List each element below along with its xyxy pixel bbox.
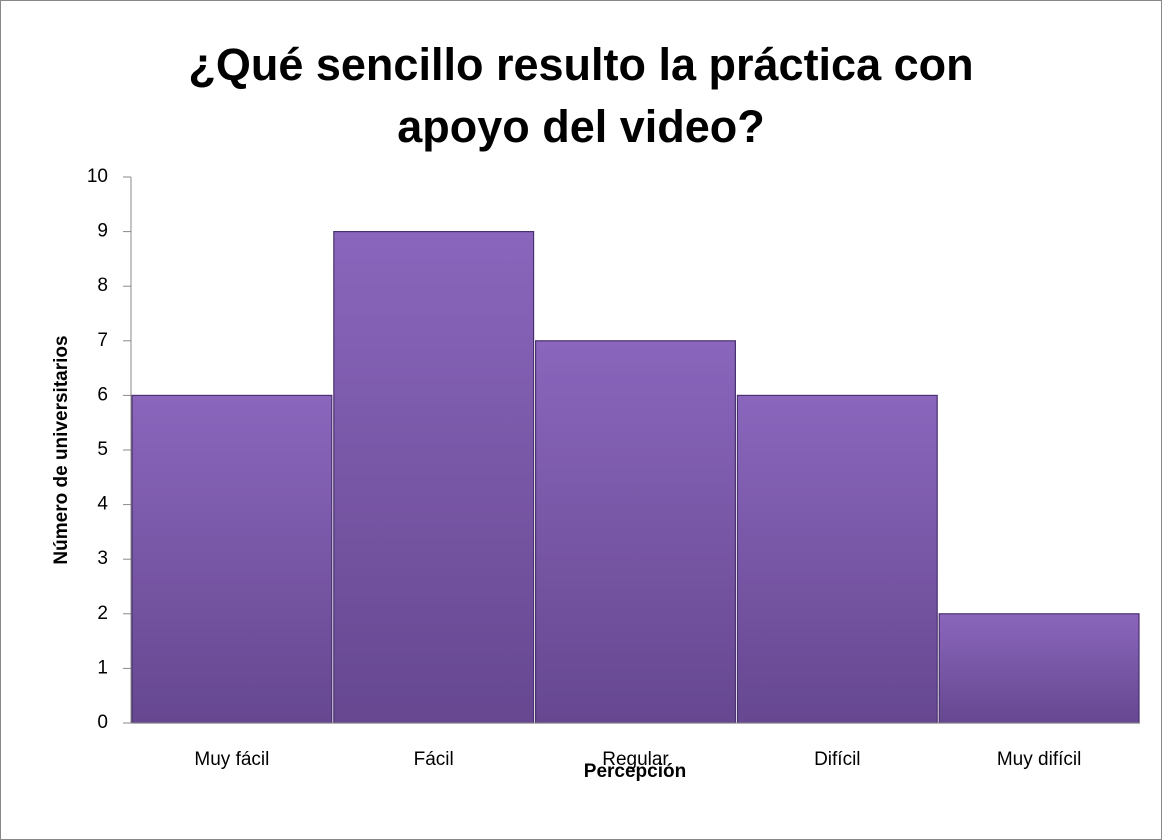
bar [535, 340, 736, 724]
y-tick-label: 9 [97, 221, 108, 242]
x-tick-label: Muy difícil [997, 749, 1081, 770]
y-tick-label: 2 [97, 603, 108, 624]
y-tick-label: 4 [97, 494, 108, 515]
y-tick-label: 0 [97, 712, 108, 733]
x-tick-label: Fácil [414, 749, 454, 770]
y-tick-label: 7 [97, 330, 108, 351]
x-tick-label: Regular [602, 749, 669, 770]
y-tick-label: 10 [87, 166, 108, 187]
y-tick-label: 1 [97, 657, 108, 678]
y-axis-label: Número de universitarios [51, 335, 72, 564]
bar [131, 394, 333, 724]
x-axis-label: Percepción [584, 761, 686, 782]
chart-title: ¿Qué sencillo resulto la práctica con ap… [188, 39, 974, 152]
y-tick-label: 6 [97, 384, 108, 405]
y-tick-label: 3 [97, 548, 108, 569]
bar [938, 613, 1140, 724]
x-tick-label: Muy fácil [194, 749, 269, 770]
bar [333, 231, 535, 724]
y-tick-label: 5 [97, 439, 108, 460]
y-tick-label: 8 [97, 275, 108, 296]
x-tick-label: Difícil [814, 749, 860, 770]
bar [736, 394, 938, 724]
